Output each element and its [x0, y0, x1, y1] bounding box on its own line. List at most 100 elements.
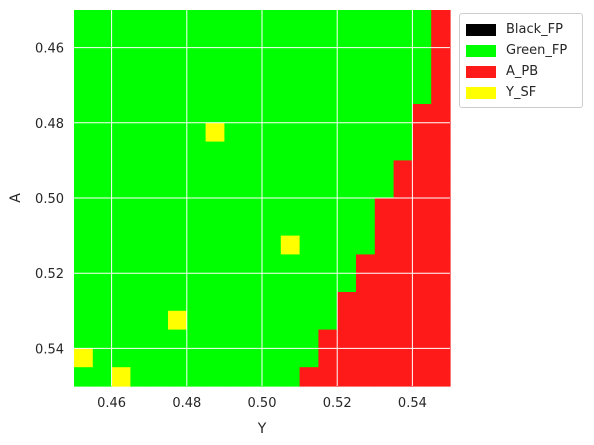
heatmap-cell [393, 47, 413, 67]
heatmap-cell [205, 235, 225, 255]
heatmap-cell [393, 198, 413, 218]
heatmap-cell [243, 47, 263, 67]
heatmap-cell [168, 367, 188, 387]
heatmap-cell [299, 104, 319, 124]
heatmap-cell [412, 122, 432, 143]
heatmap-cell [111, 28, 131, 49]
heatmap-cell [356, 235, 376, 255]
heatmap-cell [431, 273, 451, 293]
heatmap-cell [337, 367, 357, 387]
heatmap-cell [168, 66, 188, 86]
heatmap-cell [149, 10, 169, 30]
heatmap-cell [205, 329, 225, 349]
heatmap-cell [299, 66, 319, 86]
heatmap-cell [92, 141, 113, 161]
heatmap-cell [74, 10, 94, 30]
heatmap-cell [280, 216, 301, 237]
heatmap-cell [299, 235, 319, 255]
heatmap-cell [111, 122, 131, 143]
heatmap-cell [186, 292, 207, 312]
heatmap-cell [130, 292, 150, 312]
heatmap-cell [356, 273, 376, 293]
heatmap-cell [74, 367, 94, 387]
heatmap-cell [337, 66, 357, 86]
heatmap-cell [318, 10, 338, 30]
heatmap-cell [412, 179, 432, 199]
heatmap-cell [393, 310, 413, 331]
y-tick-label: 0.46 [35, 42, 64, 57]
heatmap-cell [243, 367, 263, 387]
heatmap-cell [186, 367, 207, 387]
heatmap-cell [205, 179, 225, 199]
heatmap-cell [318, 122, 338, 143]
heatmap-cell [356, 348, 376, 368]
heatmap-cell [224, 160, 244, 180]
heatmap-cell [431, 329, 451, 349]
x-axis-ticks: 0.46 0.48 0.50 0.52 0.54 [97, 396, 427, 411]
heatmap-cell [337, 329, 357, 349]
heatmap-cell [224, 348, 244, 368]
heatmap-cell [168, 160, 188, 180]
heatmap-cell [299, 198, 319, 218]
heatmap-cell [111, 198, 131, 218]
heatmap-cell [393, 329, 413, 349]
heatmap-cell [337, 160, 357, 180]
heatmap-cell [356, 10, 376, 30]
heatmap-cell [356, 198, 376, 218]
heatmap-cell [74, 85, 94, 105]
heatmap-cell [92, 47, 113, 67]
heatmap-cell [412, 216, 432, 237]
heatmap-cell [299, 122, 319, 143]
heatmap-cell [111, 329, 131, 349]
legend-swatch [466, 86, 496, 99]
heatmap-cell [111, 104, 131, 124]
heatmap-cell [374, 122, 395, 143]
x-tick-label: 0.50 [248, 396, 277, 411]
heatmap-cell [92, 122, 113, 143]
y-tick-label: 0.50 [35, 192, 64, 207]
heatmap-cell [318, 235, 338, 255]
legend-swatch [466, 44, 496, 57]
heatmap-cell [74, 160, 94, 180]
heatmap-cell [74, 198, 94, 218]
heatmap-cell [374, 310, 395, 331]
heatmap-cell [92, 160, 113, 180]
heatmap-cell [168, 348, 188, 368]
heatmap-cell [111, 273, 131, 293]
heatmap-cell [130, 160, 150, 180]
heatmap-cell [431, 122, 451, 143]
heatmap-cell [186, 160, 207, 180]
heatmap-cell [431, 104, 451, 124]
heatmap-cell [205, 160, 225, 180]
heatmap-cell [224, 310, 244, 331]
heatmap-cell [337, 28, 357, 49]
heatmap-cell [431, 85, 451, 105]
heatmap-cell [243, 28, 263, 49]
heatmap-cell [337, 216, 357, 237]
heatmap-cell [205, 216, 225, 237]
heatmap-cell [299, 10, 319, 30]
heatmap-cell [262, 310, 282, 331]
heatmap-cell [149, 122, 169, 143]
heatmap-cell [431, 179, 451, 199]
heatmap-cell [130, 122, 150, 143]
heatmap-cell [318, 254, 338, 274]
heatmap-cell [393, 235, 413, 255]
heatmap-cell [224, 141, 244, 161]
heatmap-cell [74, 66, 94, 86]
heatmap-cell [111, 254, 131, 274]
heatmap-cell [337, 85, 357, 105]
heatmap-cell [262, 141, 282, 161]
heatmap-cell [243, 160, 263, 180]
heatmap-cell [186, 348, 207, 368]
heatmap-cell [412, 329, 432, 349]
heatmap-cell [412, 348, 432, 368]
heatmap-cell [74, 329, 94, 349]
heatmap-cell [393, 122, 413, 143]
heatmap-cell [149, 198, 169, 218]
heatmap-cell [280, 104, 301, 124]
heatmap-cell [393, 216, 413, 237]
heatmap-cell [130, 273, 150, 293]
heatmap-cell [374, 47, 395, 67]
